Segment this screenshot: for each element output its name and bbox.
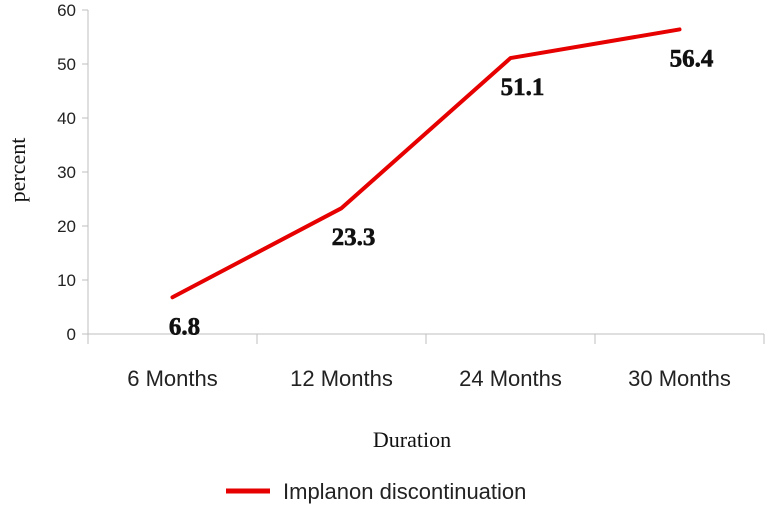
x-axis: 6 Months 12 Months 24 Months 30 Months <box>87 333 765 391</box>
y-tick-label: 50 <box>57 55 76 74</box>
x-tick-label: 30 Months <box>628 366 731 391</box>
data-label: 51.1 <box>501 74 545 101</box>
data-label: 23.3 <box>332 224 376 251</box>
y-axis: 0 10 20 30 40 50 60 <box>57 1 89 344</box>
legend-label: Implanon discontinuation <box>283 479 526 504</box>
y-tick-label: 30 <box>57 163 76 182</box>
y-tick-label: 20 <box>57 217 76 236</box>
x-tick-label: 12 Months <box>290 366 393 391</box>
x-tick-label: 6 Months <box>127 366 218 391</box>
y-tick-label: 40 <box>57 109 76 128</box>
y-tick-label: 10 <box>57 271 76 290</box>
x-axis-title: Duration <box>373 427 451 452</box>
data-labels: 6.8 23.3 51.1 56.4 <box>169 45 715 340</box>
x-tick-label: 24 Months <box>459 366 562 391</box>
data-label: 56.4 <box>670 45 714 72</box>
data-label: 6.8 <box>169 313 200 340</box>
legend: Implanon discontinuation <box>226 479 526 504</box>
y-tick-label: 60 <box>57 1 76 20</box>
y-axis-title: percent <box>5 138 30 203</box>
series-line <box>170 27 682 300</box>
y-tick-label: 0 <box>67 325 76 344</box>
series-layer <box>170 27 682 300</box>
